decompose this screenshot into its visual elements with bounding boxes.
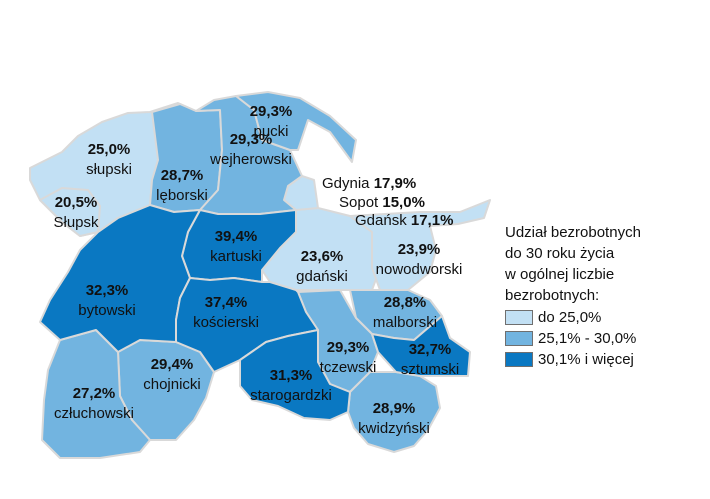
legend-item-light: do 25,0%: [505, 308, 705, 327]
name-sztumski: sztumski: [400, 361, 460, 378]
name-slupsk: Słupsk: [53, 214, 99, 231]
name-wejherowski: wejherowski: [210, 151, 292, 168]
name-slupski: słupski: [86, 161, 132, 178]
legend-title-line-3: w ogólnej liczbie: [505, 266, 615, 283]
pct-bytowski: 32,3%: [85, 282, 129, 299]
label-starogardzki: 31,3% starogardzki: [236, 366, 346, 406]
region-pucki: [235, 91, 357, 163]
region-slupsk: [39, 187, 101, 237]
pct-kwidzynski: 28,9%: [372, 400, 416, 417]
label-slupsk: 20,5% Słupsk: [44, 193, 108, 233]
legend: Udział bezrobotnych do 30 roku życia w o…: [505, 222, 705, 369]
label-tczewski: 29,3% tczewski: [306, 338, 390, 378]
legend-title-line-1: Udział bezrobotnych: [505, 224, 641, 241]
pct-gdanski: 23,6%: [300, 248, 344, 265]
pct-sztumski: 32,7%: [408, 341, 452, 358]
pct-leborski: 28,7%: [160, 167, 204, 184]
city-gdansk: Gdańsk 17,1%: [355, 212, 453, 229]
legend-swatch-light: [505, 310, 533, 325]
legend-swatch-dark: [505, 352, 533, 367]
label-czluchowski: 27,2% człuchowski: [38, 384, 150, 424]
pct-tczewski: 29,3%: [326, 339, 370, 356]
pct-slupski: 25,0%: [87, 141, 131, 158]
label-sztumski: 32,7% sztumski: [388, 340, 472, 380]
city-gdynia: Gdynia 17,9%: [322, 175, 416, 192]
label-malborski: 28,8% malborski: [360, 293, 450, 333]
name-czluchowski: człuchowski: [53, 405, 135, 422]
city-sopot-name: Sopot: [339, 194, 379, 211]
name-nowodworski: nowodworski: [375, 261, 463, 278]
name-pucki: pucki: [253, 123, 289, 140]
name-leborski: lęborski: [156, 187, 208, 204]
label-pucki: 29,3% pucki: [236, 102, 306, 142]
city-gdynia-name: Gdynia: [322, 175, 370, 192]
pct-starogardzki: 31,3%: [269, 367, 313, 384]
name-chojnicki: chojnicki: [143, 376, 201, 393]
name-gdanski: gdański: [296, 268, 348, 285]
label-slupski: 25,0% słupski: [72, 140, 146, 180]
region-nowodworski: [349, 199, 491, 291]
pct-malborski: 28,8%: [383, 294, 427, 311]
name-malborski: malborski: [372, 314, 438, 331]
legend-item-dark: 30,1% i więcej: [505, 350, 705, 369]
name-kartuski: kartuski: [210, 248, 262, 265]
label-koscierski: 37,4% kościerski: [176, 293, 276, 333]
label-nowodworski: 23,9% nowodworski: [360, 240, 478, 280]
legend-label-light: do 25,0%: [538, 309, 602, 326]
legend-title-line-2: do 30 roku życia: [505, 245, 615, 262]
label-kartuski: 39,4% kartuski: [196, 227, 276, 267]
region-sztumski: [371, 315, 471, 377]
legend-label-dark: 30,1% i więcej: [538, 351, 634, 368]
pct-slupsk: 20,5%: [54, 194, 98, 211]
city-gdansk-name: Gdańsk: [355, 212, 407, 229]
name-bytowski: bytowski: [78, 302, 136, 319]
name-koscierski: kościerski: [193, 314, 259, 331]
pct-wejherowski: 29,3%: [229, 131, 273, 148]
label-kwidzynski: 28,9% kwidzyński: [344, 399, 444, 439]
pct-nowodworski: 23,9%: [397, 241, 441, 258]
pct-czluchowski: 27,2%: [72, 385, 116, 402]
label-bytowski: 32,3% bytowski: [62, 281, 152, 321]
legend-label-medium: 25,1% - 30,0%: [538, 330, 637, 347]
label-chojnicki: 29,4% chojnicki: [126, 355, 218, 395]
name-tczewski: tczewski: [319, 359, 377, 376]
name-starogardzki: starogardzki: [250, 387, 332, 404]
legend-item-medium: 25,1% - 30,0%: [505, 329, 705, 348]
region-starogardzki: [239, 329, 351, 421]
pct-koscierski: 37,4%: [204, 294, 248, 311]
name-kwidzynski: kwidzyński: [358, 420, 430, 437]
legend-swatch-medium: [505, 331, 533, 346]
city-gdynia-pct: 17,9%: [373, 175, 417, 192]
label-gdanski: 23,6% gdański: [282, 247, 362, 287]
label-leborski: 28,7% lęborski: [142, 166, 222, 206]
city-sopot-pct: 15,0%: [382, 194, 425, 211]
pct-pucki: 29,3%: [249, 103, 293, 120]
city-gdansk-pct: 17,1%: [410, 212, 454, 229]
legend-title-line-4: bezrobotnych:: [505, 287, 600, 304]
city-sopot: Sopot 15,0%: [339, 194, 425, 211]
pct-chojnicki: 29,4%: [150, 356, 194, 373]
pct-kartuski: 39,4%: [214, 228, 258, 245]
label-wejherowski: 29,3% wejherowski: [196, 130, 306, 170]
